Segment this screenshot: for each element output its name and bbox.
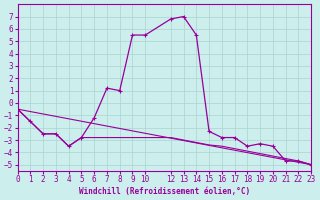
X-axis label: Windchill (Refroidissement éolien,°C): Windchill (Refroidissement éolien,°C) — [79, 187, 250, 196]
